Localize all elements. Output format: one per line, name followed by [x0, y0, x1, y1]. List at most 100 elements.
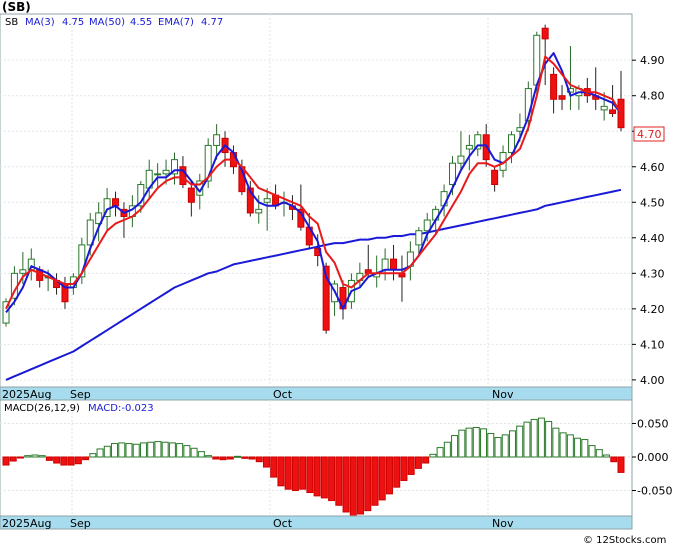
macd-bar — [161, 441, 169, 458]
macd-bar — [74, 456, 82, 465]
macd-bar — [393, 456, 401, 488]
candle-body — [263, 198, 271, 203]
candle-body — [162, 169, 170, 175]
macd-bar — [545, 420, 553, 458]
macd-bar — [118, 442, 126, 458]
candle-body — [78, 244, 86, 278]
candle-body — [474, 134, 482, 150]
price-tick-label: 4.50 — [640, 196, 665, 209]
macd-bar — [16, 456, 24, 459]
macd-bar — [451, 435, 459, 458]
candle-body — [95, 212, 103, 225]
macd-bar — [176, 443, 184, 458]
macd-bar — [183, 445, 191, 458]
macd-bar — [9, 456, 17, 462]
candle-body — [491, 169, 499, 186]
price-tick-label: 4.40 — [640, 232, 665, 245]
macd-legend-value: MACD:-0.023 — [88, 403, 154, 414]
macd-bar — [147, 441, 155, 458]
candle-body — [558, 95, 566, 100]
price-tick-label: 4.60 — [640, 161, 665, 174]
ma3-line — [5, 52, 622, 314]
date-label: 2025Aug — [2, 388, 51, 401]
macd-bar — [429, 453, 437, 458]
candle-body — [449, 162, 457, 186]
macd-bar — [219, 456, 227, 461]
candle-body — [390, 258, 398, 271]
macd-bar — [291, 456, 299, 492]
price-tick-label: 4.00 — [640, 374, 665, 387]
macd-bar — [458, 429, 466, 458]
legend-ema7-value: 4.77 — [201, 17, 223, 28]
macd-bar — [53, 456, 61, 464]
macd-bar — [60, 456, 68, 466]
candle-body — [415, 230, 423, 246]
macd-bar — [472, 426, 480, 458]
macd-bar — [342, 456, 350, 513]
macd-bar — [422, 456, 430, 464]
macd-bar — [284, 456, 292, 490]
macd-bar — [378, 456, 386, 501]
macd-bar — [205, 455, 213, 458]
macd-bar — [371, 456, 379, 506]
macd-bar — [270, 456, 278, 478]
price-tick-label: 4.90 — [640, 54, 665, 67]
macd-bar — [443, 441, 451, 458]
candle-body — [609, 109, 617, 114]
price-tick-label: 4.80 — [640, 90, 665, 103]
macd-bar — [212, 456, 220, 460]
date-label: Sep — [70, 388, 91, 401]
candle-body — [112, 198, 120, 207]
macd-bar — [226, 456, 234, 460]
macd-bar — [414, 456, 422, 469]
ema7-path — [5, 55, 622, 310]
macd-bar — [574, 437, 582, 458]
macd-bar — [197, 451, 205, 458]
legend-ema7-label: EMA(7) — [158, 17, 194, 28]
macd-bar — [241, 456, 249, 459]
legend-symbol: SB — [5, 17, 18, 28]
macd-bar — [96, 448, 104, 458]
macd-date-band — [0, 515, 633, 530]
candle-body — [423, 219, 431, 232]
macd-bar — [154, 441, 162, 458]
ticker-title: (SB) — [2, 0, 31, 14]
price-tick-label: 4.20 — [640, 303, 665, 316]
candle-body — [322, 265, 330, 331]
price-legend: SB MA(3) 4.75 MA(50) 4.55 EMA(7) 4.77 — [5, 17, 223, 28]
candle-body — [566, 88, 574, 93]
macd-bar — [139, 442, 147, 458]
macd-tick-label: -0.050 — [637, 485, 672, 498]
macd-bar — [559, 432, 567, 458]
candle-body — [213, 134, 221, 146]
macd-bar — [508, 430, 516, 458]
macd-bar — [617, 456, 625, 473]
macd-bar — [111, 443, 119, 458]
macd-bar — [313, 456, 321, 497]
macd-legend-label: MACD(26,12,9) — [4, 403, 80, 414]
last-price-box — [633, 126, 665, 142]
macd-date-labels: 2025Aug Sep Oct Nov — [2, 517, 514, 530]
ma3-path — [5, 52, 622, 314]
macd-bar — [465, 427, 473, 458]
macd-bar — [523, 421, 531, 458]
price-axis: 4.90 4.80 4.70 4.60 4.50 4.40 4.30 4.20 4.10 4.00 — [632, 54, 665, 387]
macd-bar — [299, 456, 307, 490]
candle-body — [86, 219, 94, 246]
macd-bar — [516, 425, 524, 458]
macd-bar — [552, 427, 560, 458]
macd-axis: 0.050 0.000 -0.050 — [632, 417, 672, 498]
candle-body — [137, 184, 145, 207]
macd-bar — [67, 456, 75, 466]
macd-tick-label: 0.000 — [637, 451, 669, 464]
macd-tick-label: 0.050 — [637, 417, 669, 430]
candle-body — [19, 269, 27, 274]
macd-bar — [364, 456, 372, 512]
macd-bar — [132, 443, 140, 458]
ema7-line — [5, 55, 622, 310]
macd-bar — [2, 456, 10, 466]
macd-bar — [190, 447, 198, 458]
macd-bar — [38, 455, 46, 458]
legend-ma3-label: MA(3) — [25, 17, 55, 28]
